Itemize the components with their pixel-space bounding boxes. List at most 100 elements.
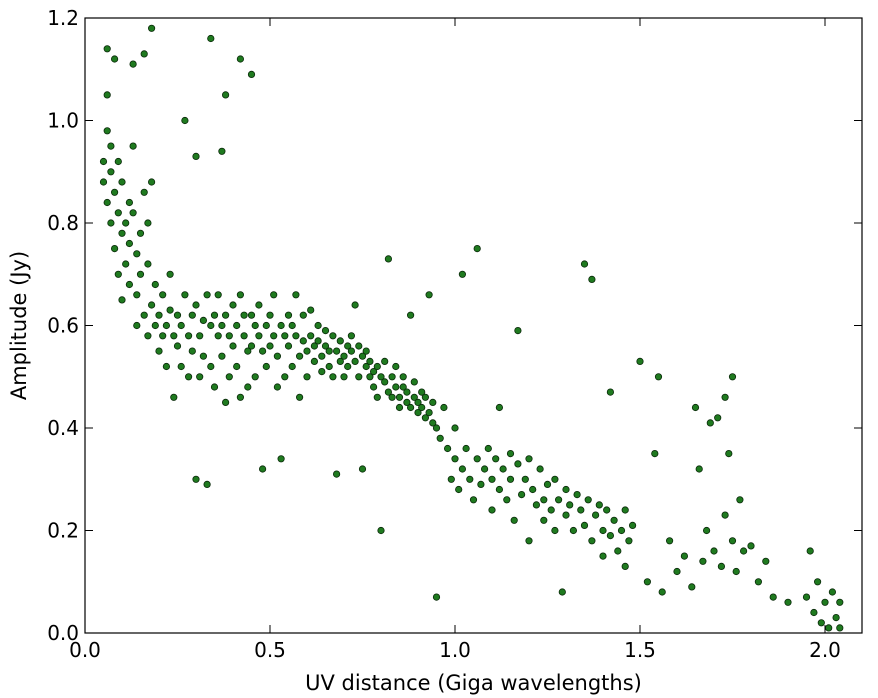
- data-point: [514, 326, 522, 335]
- data-point: [554, 496, 563, 504]
- data-point: [118, 229, 126, 237]
- data-point: [580, 260, 589, 268]
- data-point: [695, 465, 703, 473]
- data-point: [185, 332, 193, 340]
- data-point: [258, 465, 267, 473]
- data-point: [810, 608, 818, 617]
- data-point: [236, 393, 244, 401]
- data-point: [188, 347, 196, 355]
- y-tick-label: 0.8: [47, 211, 79, 235]
- data-point: [347, 347, 355, 355]
- data-point: [151, 321, 159, 330]
- data-point: [469, 496, 478, 504]
- data-point: [732, 567, 740, 576]
- data-point: [540, 496, 548, 504]
- data-point: [177, 362, 185, 371]
- data-point: [266, 311, 274, 319]
- data-point: [813, 578, 822, 586]
- data-point: [284, 311, 293, 319]
- data-point: [192, 301, 200, 309]
- data-point: [728, 537, 737, 545]
- data-point: [222, 91, 230, 99]
- data-point: [125, 280, 133, 289]
- data-point: [828, 588, 837, 596]
- data-point: [203, 480, 211, 488]
- data-point: [665, 537, 674, 545]
- data-point: [373, 393, 381, 401]
- data-point: [651, 449, 659, 458]
- data-point: [403, 388, 411, 396]
- data-point: [410, 393, 418, 401]
- data-point: [836, 598, 844, 606]
- data-point: [551, 526, 559, 535]
- data-point: [155, 311, 163, 319]
- data-point: [273, 383, 281, 391]
- data-point: [336, 357, 344, 365]
- data-point: [406, 403, 415, 412]
- data-point: [392, 383, 400, 391]
- data-point: [114, 209, 122, 217]
- y-axis-ticks: 0.0 0.2 0.4 0.6 0.8 1.0 1.2: [47, 6, 862, 645]
- data-point: [99, 178, 108, 186]
- data-point: [321, 342, 330, 350]
- points-layer: [99, 24, 844, 632]
- data-point: [429, 419, 437, 427]
- data-point: [173, 342, 182, 350]
- data-point: [825, 624, 833, 632]
- data-point: [451, 455, 459, 463]
- data-point: [166, 270, 174, 278]
- y-axis-label: Amplitude (Jy): [7, 251, 31, 400]
- data-point: [503, 496, 511, 504]
- data-point: [133, 291, 141, 299]
- data-point: [384, 388, 392, 396]
- data-point: [739, 547, 748, 555]
- x-tick-label: 0.5: [254, 638, 286, 662]
- data-point: [610, 516, 618, 524]
- data-point: [606, 388, 615, 396]
- data-point: [207, 362, 215, 371]
- data-point: [340, 373, 348, 381]
- data-point: [310, 342, 318, 350]
- data-point: [432, 593, 441, 601]
- data-point: [140, 50, 148, 58]
- data-point: [499, 465, 507, 473]
- data-point: [710, 547, 718, 555]
- data-point: [247, 311, 256, 319]
- data-point: [148, 301, 156, 309]
- data-point: [192, 152, 200, 160]
- data-point: [229, 301, 237, 309]
- data-point: [233, 362, 241, 371]
- data-point: [562, 511, 570, 519]
- y-tick-label: 0.0: [47, 621, 79, 645]
- data-point: [628, 521, 637, 530]
- data-point: [399, 373, 407, 381]
- data-point: [277, 455, 285, 463]
- data-point: [784, 598, 792, 606]
- data-point: [344, 342, 352, 350]
- data-point: [125, 198, 133, 207]
- data-point: [332, 347, 341, 355]
- data-point: [118, 296, 126, 304]
- data-point: [251, 373, 259, 381]
- data-point: [458, 270, 466, 278]
- data-point: [540, 516, 548, 524]
- data-point: [636, 357, 644, 365]
- data-point: [255, 332, 263, 340]
- data-point: [588, 275, 596, 283]
- data-point: [547, 506, 555, 514]
- data-point: [351, 301, 359, 309]
- data-point: [381, 378, 389, 386]
- data-point: [318, 367, 326, 376]
- data-point: [136, 270, 145, 278]
- data-point: [362, 347, 370, 355]
- data-point: [207, 34, 215, 43]
- data-point: [207, 321, 215, 330]
- data-point: [728, 373, 737, 381]
- data-point: [806, 547, 814, 555]
- data-point: [425, 291, 433, 299]
- data-point: [244, 347, 252, 355]
- data-point: [344, 362, 352, 371]
- data-point: [270, 291, 278, 299]
- data-point: [159, 291, 167, 299]
- data-point: [418, 403, 426, 412]
